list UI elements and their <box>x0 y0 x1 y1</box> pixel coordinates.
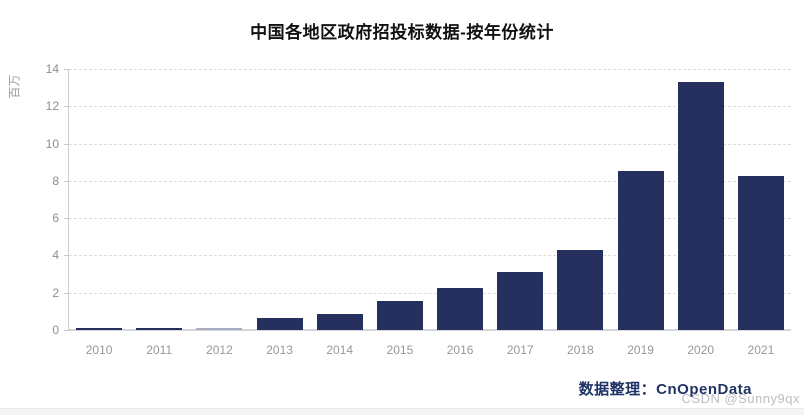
y-tick-mark <box>64 69 69 70</box>
bar-2020[interactable] <box>677 82 724 330</box>
y-tick-label: 0 <box>52 323 59 337</box>
x-tick-label-2014: 2014 <box>326 343 354 357</box>
y-tick-label: 8 <box>52 173 59 188</box>
gridline-y-12 <box>69 106 791 108</box>
y-tick-mark <box>64 292 69 294</box>
y-tick-mark <box>64 330 69 331</box>
gridline-y-2 <box>69 292 791 294</box>
gridline-y-8 <box>69 180 791 182</box>
attribution-source: CnOpenData <box>656 381 752 398</box>
y-tick-label: 4 <box>52 248 59 263</box>
bottom-strip <box>0 408 804 415</box>
bar-2019[interactable] <box>617 170 664 330</box>
y-tick-mark <box>64 143 69 145</box>
y-tick-mark <box>64 106 69 108</box>
bar-2014[interactable] <box>316 314 363 330</box>
y-tick-label: 10 <box>45 136 59 151</box>
y-tick-mark <box>64 255 69 257</box>
chart-title: 中国各地区政府招投标数据-按年份统计 <box>250 23 554 42</box>
x-tick-label-2021: 2021 <box>747 343 775 357</box>
bar-2018[interactable] <box>557 249 604 330</box>
bar-2017[interactable] <box>497 272 544 330</box>
y-tick-label: 2 <box>52 285 59 300</box>
x-tick-label-2018: 2018 <box>567 343 594 357</box>
x-tick-label-2017: 2017 <box>506 343 534 357</box>
y-tick-mark <box>64 180 69 182</box>
y-tick-label: 12 <box>45 99 59 114</box>
y-tick-mark <box>64 218 69 220</box>
y-tick-label: 6 <box>52 211 59 226</box>
bar-2021[interactable] <box>737 176 784 330</box>
gridline-y-10 <box>69 143 791 145</box>
x-tick-label-2013: 2013 <box>266 343 293 357</box>
y-tick-label: 14 <box>45 62 59 76</box>
x-axis-line <box>69 329 791 331</box>
csdn-watermark: CSDN @Sunny9qx <box>681 391 800 406</box>
x-tick-label-2019: 2019 <box>627 343 654 357</box>
x-tick-label-2016: 2016 <box>446 343 474 357</box>
bar-2015[interactable] <box>376 301 423 330</box>
bar-2011[interactable] <box>136 327 183 330</box>
bar-2012[interactable] <box>196 328 243 330</box>
x-tick-label-2011: 2011 <box>146 343 173 357</box>
data-source-attribution: 数据整理：CnOpenData <box>579 378 752 399</box>
gridline-y-4 <box>69 255 791 257</box>
bar-2013[interactable] <box>256 317 303 330</box>
x-tick-label-2015: 2015 <box>386 343 414 357</box>
x-tick-label-2012: 2012 <box>206 343 233 357</box>
plot-area: 0 2 4 6 8 10 12 14 2010 2011 2012 2013 2014 2015 2016 2… <box>46 62 791 357</box>
x-tick-label-2010: 2010 <box>85 343 113 357</box>
gridline-y-6 <box>69 218 791 220</box>
x-tick-label-2020: 2020 <box>687 343 715 357</box>
bar-2010[interactable] <box>76 327 123 330</box>
bar-2016[interactable] <box>437 288 484 330</box>
attribution-label: 数据整理： <box>578 381 657 398</box>
gridline-y-14 <box>69 69 791 70</box>
